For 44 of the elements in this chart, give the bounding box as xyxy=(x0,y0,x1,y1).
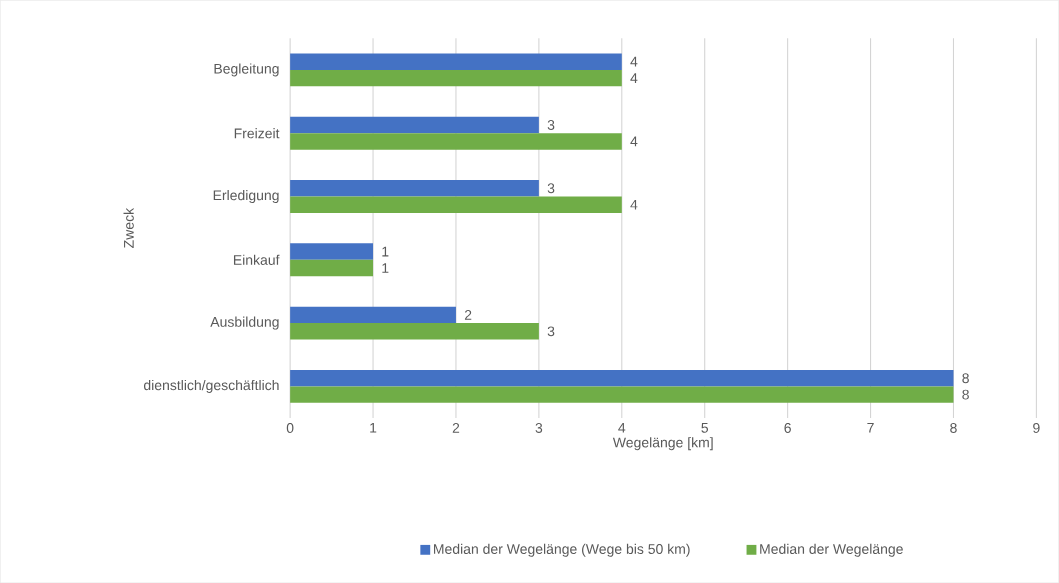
y-tick-label: Erledigung xyxy=(213,189,279,203)
y-tick-label: dienstlich/geschäftlich xyxy=(143,379,279,393)
x-tick-label: 7 xyxy=(867,422,874,433)
x-tick-label: 3 xyxy=(535,422,543,433)
y-tick-label: Ausbildung xyxy=(210,316,279,330)
data-label: 4 xyxy=(630,199,638,210)
bar xyxy=(290,53,622,70)
bar xyxy=(290,369,954,387)
x-tick-label: 8 xyxy=(950,422,957,433)
bar xyxy=(290,133,622,150)
bar xyxy=(290,306,456,323)
x-tick-label: 4 xyxy=(618,422,626,433)
data-label: 4 xyxy=(630,73,638,83)
bar xyxy=(290,259,374,277)
bar xyxy=(290,69,622,87)
bar xyxy=(290,243,374,260)
data-label: 3 xyxy=(547,183,555,194)
x-axis-title: Wegelänge [km] xyxy=(612,437,713,451)
y-axis-title: Zweck xyxy=(123,207,134,248)
bar xyxy=(290,386,954,403)
data-label: 1 xyxy=(382,263,389,273)
bar xyxy=(290,179,539,197)
bar xyxy=(290,196,622,213)
x-tick-label: 6 xyxy=(784,422,791,433)
data-label: 3 xyxy=(547,119,555,130)
y-tick-label: Begleitung xyxy=(214,63,279,77)
data-label: 4 xyxy=(630,56,638,67)
data-label: 3 xyxy=(547,326,555,337)
x-tick-label: 1 xyxy=(370,422,377,433)
x-tick-label: 5 xyxy=(701,422,709,433)
y-tick-label: Einkauf xyxy=(233,254,280,265)
legend-label: Median der Wegelänge (Wege bis 50 km) xyxy=(434,543,690,557)
x-tick-label: 9 xyxy=(1033,422,1040,433)
bar xyxy=(290,116,539,134)
bar xyxy=(290,322,539,340)
data-label: 2 xyxy=(464,309,472,320)
legend-label: Median der Wegelänge xyxy=(760,543,903,557)
data-label: 1 xyxy=(382,246,389,257)
x-tick-label: 2 xyxy=(452,422,460,433)
data-label: 8 xyxy=(962,389,969,400)
y-tick-label: Freizeit xyxy=(234,127,280,139)
data-label: 8 xyxy=(962,373,969,384)
data-label: 4 xyxy=(630,136,638,147)
x-tick-label: 0 xyxy=(286,422,294,433)
